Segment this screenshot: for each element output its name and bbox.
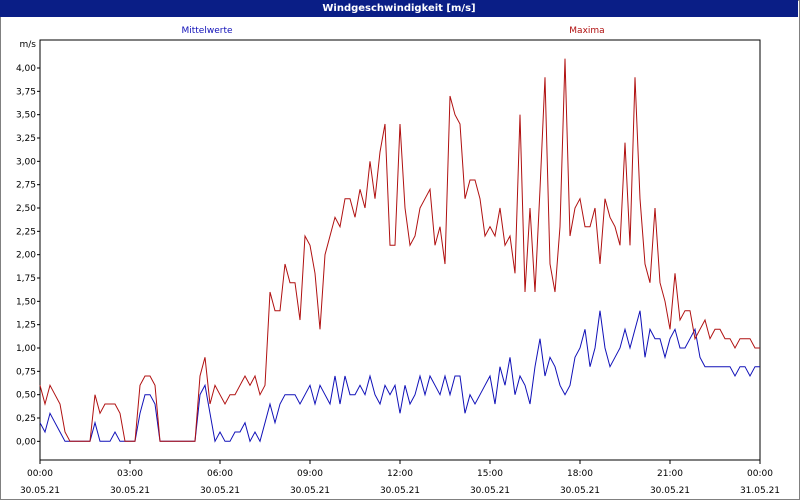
x-tick-label-time: 12:00: [387, 469, 413, 479]
y-tick-label: 3,00: [16, 157, 36, 167]
y-tick-label: 3,25: [16, 134, 36, 144]
y-tick-label: 3,75: [16, 87, 36, 97]
y-tick-label: 2,00: [16, 251, 36, 261]
x-tick-label-date: 30.05.21: [470, 486, 510, 496]
x-tick-label-time: 00:00: [747, 469, 773, 479]
plot-area: [39, 39, 761, 461]
x-tick-label-time: 21:00: [657, 469, 683, 479]
chart-labels: 0,00 0,25 0,50 0,75 1,00 1,25 1,50 1,75 2,00 2,25…: [16, 26, 780, 496]
y-tick-label: 2,25: [16, 227, 36, 237]
x-tick-label-time: 03:00: [117, 469, 143, 479]
legend-mittelwerte: Mittelwerte: [181, 26, 232, 36]
y-axis-label: m/s: [20, 40, 37, 50]
y-tick-label: 3,50: [16, 111, 36, 121]
x-tick-label-date: 30.05.21: [380, 486, 420, 496]
legend-maxima: Maxima: [569, 26, 604, 36]
chart-axes: [37, 39, 761, 464]
y-tick-label: 0,25: [16, 414, 36, 424]
x-tick-label-date: 30.05.21: [20, 486, 60, 496]
x-tick-label-date: 30.05.21: [110, 486, 150, 496]
y-tick-label: 2,50: [16, 204, 36, 214]
y-tick-label: 1,00: [16, 344, 36, 354]
y-tick-label: 1,50: [16, 297, 36, 307]
y-tick-label: 0,00: [16, 437, 36, 447]
y-tick-label: 0,50: [16, 391, 36, 401]
x-tick-label-time: 09:00: [297, 469, 323, 479]
x-tick-label-date: 30.05.21: [650, 486, 690, 496]
y-tick-label: 0,75: [16, 367, 36, 377]
x-tick-label-time: 15:00: [477, 469, 503, 479]
y-tick-label: 1,25: [16, 321, 36, 331]
x-tick-label-time: 00:00: [27, 469, 53, 479]
x-tick-label-time: 18:00: [567, 469, 593, 479]
x-tick-label-date: 30.05.21: [200, 486, 240, 496]
series-line-maxima: [39, 58, 760, 442]
chart-title: Windgeschwindigkeit [m/s]: [0, 0, 798, 17]
y-tick-label: 4,00: [16, 64, 36, 74]
x-tick-label-date: 30.05.21: [290, 486, 330, 496]
x-tick-label-date: 30.05.21: [560, 486, 600, 496]
y-tick-label: 2,75: [16, 181, 36, 191]
y-tick-label: 1,75: [16, 274, 36, 284]
chart-series: [39, 58, 760, 443]
x-tick-label-time: 06:00: [207, 469, 233, 479]
x-tick-label-date: 31.05.21: [740, 486, 780, 496]
